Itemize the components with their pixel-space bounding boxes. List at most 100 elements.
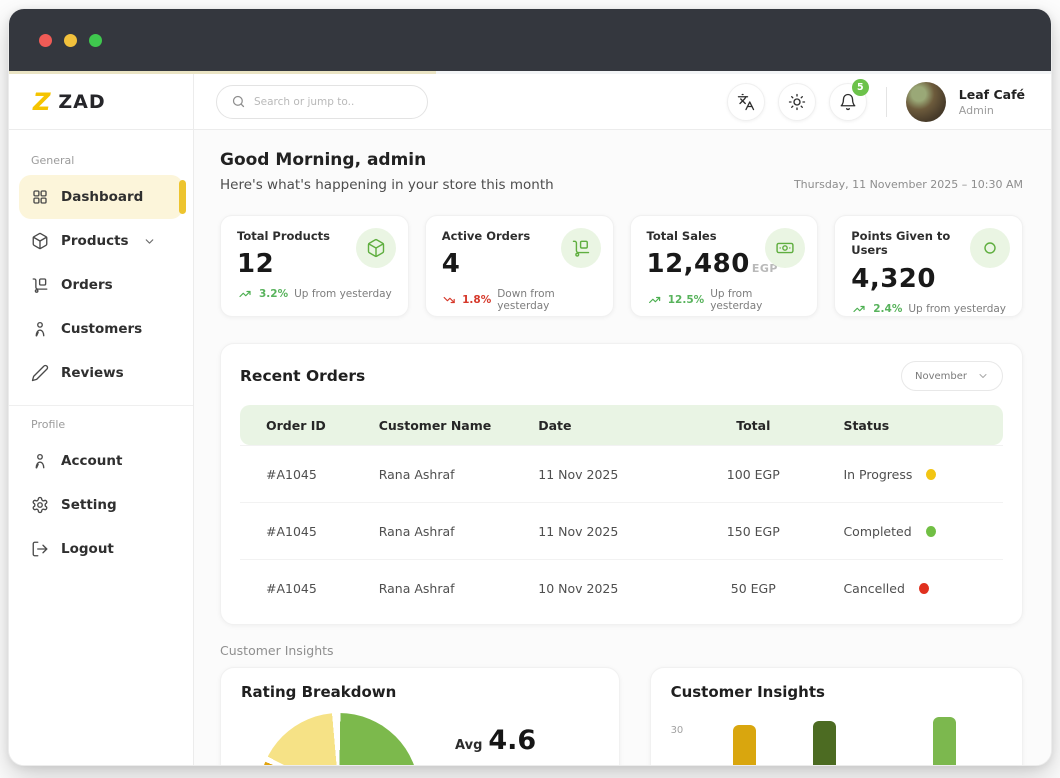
stat-trend: 1.8% Down from yesterday (442, 288, 599, 312)
pencil-icon (31, 364, 49, 382)
close-window-button[interactable] (39, 33, 52, 47)
trend-percent: 3.2% (259, 288, 289, 301)
stat-value: 4 (441, 249, 461, 280)
stat-card-active-orders[interactable]: Active Orders 4 1.8% Down from yesterday (424, 215, 614, 317)
sidebar-item-orders[interactable]: Orders (9, 263, 193, 307)
order-status: Cancelled (843, 581, 1003, 596)
status-label: Completed (843, 523, 912, 539)
customer-insights-card[interactable]: Customer Insights 30 (649, 667, 1023, 765)
stat-value: 12,480 (646, 249, 750, 280)
zoom-window-button[interactable] (89, 33, 102, 47)
trend-text: Up from yesterday (710, 288, 763, 313)
page-subtitle: Here's what's happening in your store th… (220, 177, 554, 193)
sidebar-item-label: Customers (61, 321, 143, 337)
rating-gauge-chart (259, 713, 419, 765)
sidebar-item-products[interactable]: Products (9, 219, 193, 263)
notification-count-badge: 5 (851, 78, 869, 96)
order-id: #A1045 (266, 466, 317, 482)
sidebar-item-logout[interactable]: Logout (9, 527, 193, 571)
sidebar-item-customers[interactable]: Customers (9, 307, 193, 351)
app-window: Z ZAD Search or jump to.. (8, 8, 1052, 766)
order-date: 11 Nov 2025 (538, 466, 619, 482)
window-titlebar (9, 9, 1051, 71)
order-row[interactable]: #A1045 Rana Ashraf 11 Nov 2025 100 EGP I… (240, 445, 1003, 502)
bar-dark-green (812, 721, 836, 765)
dolly-icon (32, 278, 48, 293)
customer-name: Rana Ashraf (378, 580, 455, 596)
trend-down-icon (443, 297, 455, 304)
stat-label: Total Sales (646, 229, 717, 243)
traffic-lights (39, 33, 102, 47)
stat-trend: 3.2% Up from yesterday (237, 288, 394, 300)
person-icon (35, 453, 45, 469)
language-button[interactable] (726, 82, 765, 121)
titlebar-accent-line (9, 71, 1051, 74)
month-filter-select[interactable]: November (900, 361, 1003, 391)
stat-card-total-sales[interactable]: Total Sales 12,480 EGP 12.5% Up from yest… (629, 215, 819, 317)
brand-name: ZAD (58, 90, 106, 113)
header-actions: 5 Leaf Café Admin (726, 78, 1025, 122)
stat-label: Active Orders (441, 229, 531, 243)
sidebar-item-reviews[interactable]: Reviews (9, 351, 193, 395)
column-header: Status (843, 417, 890, 433)
chevron-down-icon (145, 238, 153, 244)
dolly-icon (560, 228, 601, 268)
stat-unit: EGP (751, 262, 778, 276)
minimize-window-button[interactable] (64, 33, 77, 47)
sidebar-item-account[interactable]: Account (9, 439, 193, 483)
main-content: Good Morning, admin Here's what's happen… (194, 130, 1051, 765)
sidebar-item-label: Reviews (61, 365, 124, 381)
notifications-button[interactable]: 5 (828, 78, 869, 121)
trend-percent: 12.5% (667, 294, 705, 307)
status-dot (926, 468, 937, 480)
trend-up-icon (853, 305, 865, 312)
brand-mark-icon: Z (33, 87, 51, 116)
avg-label: Avg (455, 738, 483, 753)
order-status: Completed (843, 524, 1003, 539)
greeting-row: Good Morning, admin Here's what's happen… (220, 150, 1023, 193)
sidebar-item-label: Account (61, 453, 123, 469)
user-meta[interactable]: Leaf Café Admin (959, 87, 1025, 117)
language-icon (737, 93, 754, 110)
header-divider (885, 86, 887, 117)
order-total: 50 EGP (730, 580, 776, 596)
trend-text: Up from yesterday (908, 302, 1007, 315)
sidebar-item-label: Logout (61, 541, 114, 557)
orders-table-header: Order ID Customer Name Date Total Status (240, 405, 1003, 445)
top-header: Z ZAD Search or jump to.. (9, 74, 1051, 130)
customer-name: Rana Ashraf (378, 466, 455, 482)
sidebar-item-dashboard[interactable]: Dashboard (19, 175, 186, 219)
search-input[interactable]: Search or jump to.. (216, 84, 428, 119)
column-header: Date (538, 417, 572, 433)
trend-percent: 1.8% (462, 294, 492, 307)
rating-breakdown-card[interactable]: Rating Breakdown Avg 4.6 (220, 667, 620, 765)
theme-toggle-button[interactable] (777, 82, 816, 121)
user-name: Leaf Café (958, 86, 1025, 102)
stat-card-points-given[interactable]: Points Given to Users 4,320 2.4% Up from… (834, 215, 1023, 317)
user-role: Admin (958, 103, 994, 117)
month-filter-value: November (914, 370, 967, 382)
package-icon (355, 228, 396, 268)
person-icon (35, 321, 45, 337)
order-total: 100 EGP (726, 466, 780, 482)
sidebar-item-setting[interactable]: Setting (9, 483, 193, 527)
order-row[interactable]: #A1045 Rana Ashraf 10 Nov 2025 50 EGP Ca… (240, 559, 1003, 616)
status-dot (925, 525, 936, 537)
sidebar-item-label: Products (61, 233, 129, 249)
chevron-down-icon (979, 374, 987, 378)
bar-light-green (932, 717, 956, 765)
order-row[interactable]: #A1045 Rana Ashraf 11 Nov 2025 150 EGP C… (240, 502, 1003, 559)
user-avatar[interactable] (905, 81, 946, 122)
brand-logo[interactable]: Z ZAD (9, 74, 194, 130)
stat-card-total-products[interactable]: Total Products 12 3.2% Up from yesterday (220, 215, 409, 317)
gear-icon (32, 496, 48, 514)
customer-name: Rana Ashraf (378, 523, 455, 539)
stat-label: Total Products (237, 229, 330, 243)
circle-icon (970, 228, 1010, 268)
sidebar-divider (9, 405, 193, 406)
sidebar-item-label: Setting (61, 497, 117, 513)
trend-up-icon (648, 297, 660, 304)
header-main: Search or jump to.. 5 (194, 74, 1051, 130)
stat-label: Points Given to Users (851, 229, 951, 258)
order-status: In Progress (843, 467, 1003, 482)
